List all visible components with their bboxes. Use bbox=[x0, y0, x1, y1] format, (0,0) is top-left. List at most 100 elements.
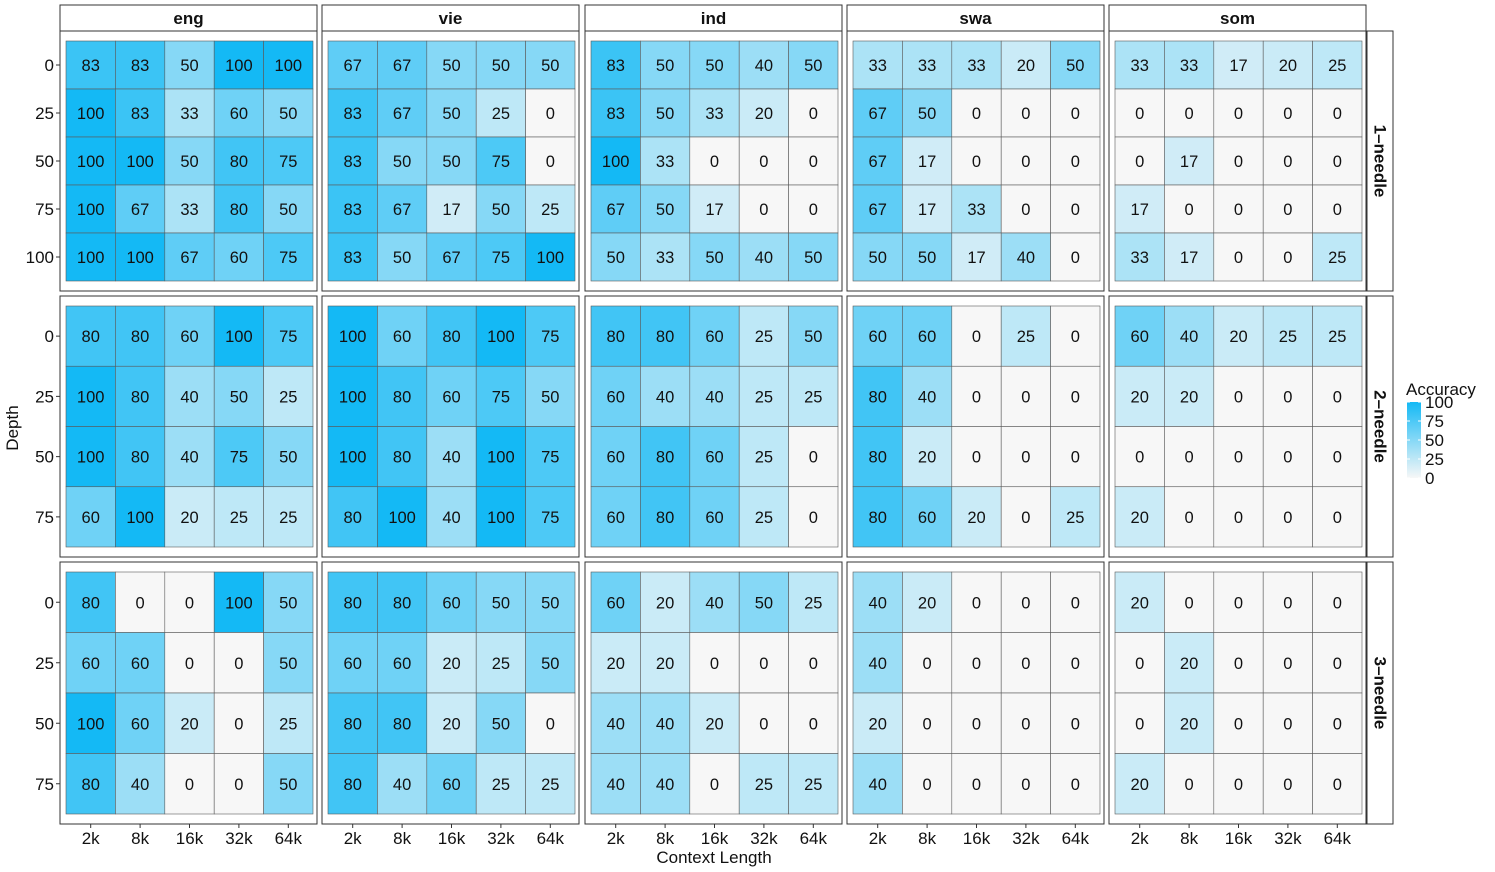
cell-value-label: 0 bbox=[1021, 594, 1030, 612]
cell-value-label: 50 bbox=[755, 594, 773, 612]
heatmap-cell bbox=[426, 753, 477, 815]
cell-value-label: 0 bbox=[972, 776, 981, 794]
heatmap-cell bbox=[1312, 136, 1363, 186]
heatmap-cell bbox=[426, 305, 477, 367]
cell-value-label: 80 bbox=[869, 509, 887, 527]
facet-label-vie: vie bbox=[439, 9, 463, 28]
cell-value-label: 33 bbox=[1131, 249, 1149, 267]
cell-value-label: 40 bbox=[442, 509, 460, 527]
cell-value-label: 40 bbox=[918, 388, 936, 406]
cell-value-label: 100 bbox=[275, 57, 303, 75]
cell-value-label: 0 bbox=[1283, 105, 1292, 123]
heatmap-cell bbox=[263, 232, 314, 282]
heatmap-cell bbox=[1262, 365, 1313, 427]
heatmap-cell bbox=[590, 40, 641, 90]
cell-value-label: 20 bbox=[607, 655, 625, 673]
legend-colorbar bbox=[1407, 402, 1421, 478]
cell-value-label: 40 bbox=[869, 594, 887, 612]
cell-value-label: 75 bbox=[279, 153, 297, 171]
cell-value-label: 50 bbox=[656, 201, 674, 219]
cell-value-label: 60 bbox=[705, 509, 723, 527]
cell-value-label: 0 bbox=[1333, 449, 1342, 467]
cell-value-label: 80 bbox=[82, 594, 100, 612]
heatmap-cell bbox=[590, 184, 641, 234]
cell-value-label: 100 bbox=[77, 153, 105, 171]
cell-value-label: 50 bbox=[442, 105, 460, 123]
heatmap-cell bbox=[1262, 136, 1313, 186]
heatmap-cell bbox=[1050, 632, 1101, 694]
cell-value-label: 0 bbox=[1234, 249, 1243, 267]
cell-value-label: 25 bbox=[755, 388, 773, 406]
heatmap-cell bbox=[1050, 365, 1101, 427]
y-tick-label: 50 bbox=[35, 714, 54, 733]
cell-value-label: 0 bbox=[546, 105, 555, 123]
cell-value-label: 20 bbox=[1180, 655, 1198, 673]
cell-value-label: 60 bbox=[230, 249, 248, 267]
heatmap-cell bbox=[1050, 305, 1101, 367]
cell-value-label: 33 bbox=[656, 249, 674, 267]
heatmap-cell bbox=[525, 692, 576, 754]
heatmap-cell bbox=[738, 136, 789, 186]
cell-value-label: 33 bbox=[180, 105, 198, 123]
cell-value-label: 80 bbox=[442, 328, 460, 346]
heatmap-cell bbox=[1262, 571, 1313, 633]
cell-value-label: 0 bbox=[546, 153, 555, 171]
cell-value-label: 0 bbox=[1021, 105, 1030, 123]
cell-value-label: 0 bbox=[1283, 509, 1292, 527]
heatmap-cell bbox=[263, 305, 314, 367]
y-tick-label: 0 bbox=[45, 56, 54, 75]
cell-value-label: 25 bbox=[1066, 509, 1084, 527]
heatmap-cell bbox=[377, 632, 428, 694]
cell-value-label: 67 bbox=[344, 57, 362, 75]
cell-value-label: 0 bbox=[1283, 655, 1292, 673]
facet-strip-ind bbox=[584, 4, 843, 32]
heatmap-cell bbox=[164, 184, 215, 234]
heatmap-cell bbox=[1213, 426, 1264, 488]
cell-value-label: 60 bbox=[1131, 328, 1149, 346]
heatmap-cell bbox=[788, 305, 839, 367]
heatmap-cell bbox=[1213, 184, 1264, 234]
cell-value-label: 67 bbox=[393, 57, 411, 75]
heatmap-cell bbox=[640, 184, 691, 234]
heatmap-cell bbox=[164, 136, 215, 186]
heatmap-cell bbox=[525, 571, 576, 633]
heatmap-cell bbox=[327, 365, 378, 427]
heatmap-cell bbox=[1312, 632, 1363, 694]
cell-value-label: 25 bbox=[804, 594, 822, 612]
cell-value-label: 40 bbox=[442, 449, 460, 467]
cell-value-label: 67 bbox=[869, 201, 887, 219]
heatmap-cell bbox=[902, 184, 953, 234]
cell-value-label: 50 bbox=[607, 249, 625, 267]
y-axis-title: Depth bbox=[3, 405, 22, 450]
facet-label-swa: swa bbox=[959, 9, 992, 28]
cell-value-label: 100 bbox=[77, 449, 105, 467]
heatmap-cell bbox=[115, 692, 166, 754]
cell-value-label: 67 bbox=[180, 249, 198, 267]
heatmap-cell bbox=[1164, 232, 1215, 282]
heatmap-cell bbox=[951, 365, 1002, 427]
cell-value-label: 0 bbox=[234, 715, 243, 733]
heatmap-cell bbox=[213, 40, 264, 90]
cell-value-label: 60 bbox=[442, 594, 460, 612]
y-tick-label: 0 bbox=[45, 593, 54, 612]
heatmap-cell bbox=[327, 571, 378, 633]
heatmap-cell bbox=[164, 305, 215, 367]
cell-value-label: 100 bbox=[602, 153, 630, 171]
cell-value-label: 40 bbox=[180, 449, 198, 467]
heatmap-cell bbox=[1262, 692, 1313, 754]
heatmap-cell bbox=[525, 632, 576, 694]
cell-value-label: 20 bbox=[1279, 57, 1297, 75]
heatmap-cell bbox=[951, 136, 1002, 186]
heatmap-cell bbox=[65, 136, 116, 186]
heatmap-cell bbox=[115, 632, 166, 694]
cell-value-label: 60 bbox=[705, 328, 723, 346]
heatmap-cell bbox=[852, 88, 903, 138]
facet-label-eng: eng bbox=[173, 9, 203, 28]
heatmap-cell bbox=[640, 305, 691, 367]
cell-value-label: 0 bbox=[1234, 776, 1243, 794]
cell-value-label: 0 bbox=[1021, 655, 1030, 673]
cell-value-label: 75 bbox=[492, 153, 510, 171]
heatmap-cell bbox=[1213, 232, 1264, 282]
cell-value-label: 80 bbox=[393, 594, 411, 612]
cell-value-label: 20 bbox=[1180, 715, 1198, 733]
